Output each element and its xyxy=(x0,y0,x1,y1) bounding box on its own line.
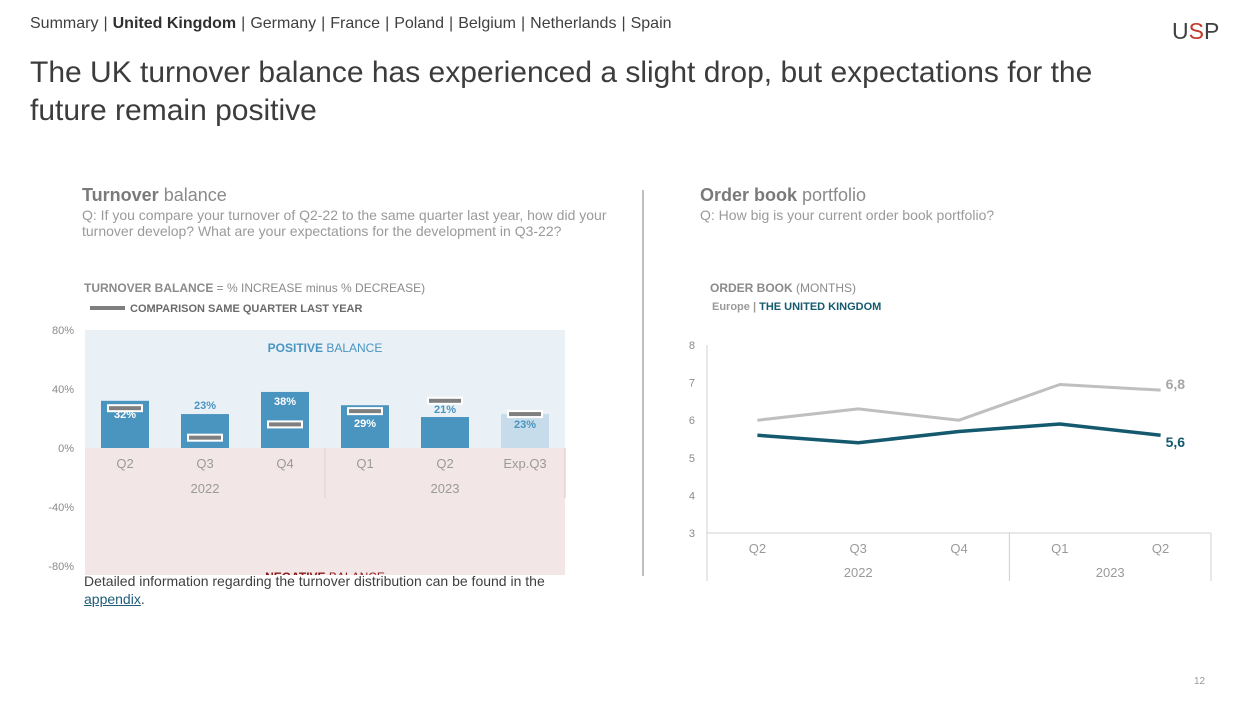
europe-line-end-label: 6,8 xyxy=(1166,376,1186,392)
page-title: The UK turnover balance has experienced … xyxy=(30,56,1093,127)
nav-separator: | xyxy=(103,15,108,32)
x-tick-label: Q1 xyxy=(1051,541,1068,556)
negative-label-rest: BALANCE xyxy=(326,570,385,575)
nav-separator: | xyxy=(241,15,246,32)
positive-balance-label: POSITIVE BALANCE xyxy=(268,341,383,355)
turnover-panel-title: Turnover balance xyxy=(82,185,227,205)
negative-label-bold: NEGATIVE xyxy=(265,570,325,575)
x-tick-label: Q3 xyxy=(196,456,213,471)
nav-tab-spain[interactable]: Spain xyxy=(630,15,672,32)
bar-expq3 xyxy=(501,414,549,448)
y-tick-label: 40% xyxy=(52,384,74,396)
bar-q3 xyxy=(181,414,229,448)
bar-q4 xyxy=(261,391,309,448)
uk-line-end-label: 5,6 xyxy=(1166,434,1186,450)
y-tick-label: -40% xyxy=(48,502,74,514)
order-book-panel-title: Order book portfolio xyxy=(700,185,867,205)
x-tick-label: Exp.Q3 xyxy=(503,456,546,471)
legend: Europe | THE UNITED KINGDOM xyxy=(712,301,881,313)
chart-title-bold: ORDER BOOK xyxy=(710,281,793,295)
chart-title-rest: = % INCREASE minus % DECREASE) xyxy=(213,281,425,295)
x-tick-label: Q4 xyxy=(950,541,967,556)
y-tick-label: 0% xyxy=(58,443,74,455)
country-nav: Summary | United Kingdom | Germany | France | Po… xyxy=(30,15,672,33)
page-number: 12 xyxy=(1194,676,1206,687)
comparison-marker xyxy=(509,412,541,417)
bar-value-label: 38% xyxy=(274,396,296,408)
chart-title-bold: TURNOVER BALANCE xyxy=(84,281,213,295)
positive-label-bold: POSITIVE xyxy=(268,341,323,355)
y-tick-label: -80% xyxy=(48,561,74,573)
nav-tab-summary[interactable]: Summary xyxy=(30,15,99,32)
comparison-marker xyxy=(349,409,381,414)
panel-divider xyxy=(642,190,644,576)
legend-comparison-label: COMPARISON SAME QUARTER LAST YEAR xyxy=(130,303,362,315)
y-tick-label: 6 xyxy=(689,415,695,427)
y-tick-label: 7 xyxy=(689,378,695,390)
x-tick-label: Q2 xyxy=(1152,541,1169,556)
bar-value-label: 23% xyxy=(194,400,216,412)
nav-tab-united-kingdom[interactable]: United Kingdom xyxy=(112,15,237,32)
bar-q2 xyxy=(421,417,469,448)
year-label-2023: 2023 xyxy=(1096,565,1125,580)
comparison-marker xyxy=(109,406,141,411)
comparison-marker xyxy=(269,422,301,427)
y-tick-label: 8 xyxy=(689,340,695,352)
x-tick-label: Q2 xyxy=(116,456,133,471)
y-tick-label: 4 xyxy=(689,490,695,502)
bar-value-label: 32% xyxy=(114,409,136,421)
bar-value-label: 21% xyxy=(434,404,456,416)
legend-europe: Europe xyxy=(712,301,750,313)
nav-tab-belgium[interactable]: Belgium xyxy=(458,15,517,32)
turnover-balance-chart: TURNOVER BALANCE = % INCREASE minus % DE… xyxy=(48,281,566,575)
year-label-2022: 2022 xyxy=(844,565,873,580)
nav-tab-france[interactable]: France xyxy=(330,15,381,32)
legend-separator: | xyxy=(750,301,759,313)
chart-title: TURNOVER BALANCE = % INCREASE minus % DE… xyxy=(84,281,425,295)
nav-separator: | xyxy=(449,15,454,32)
turnover-question: Q: If you compare your turnover of Q2-22… xyxy=(82,207,607,239)
y-tick-label: 80% xyxy=(52,325,74,337)
negative-balance-label: NEGATIVE BALANCE xyxy=(265,570,385,575)
order-book-question: Q: How big is your current order book po… xyxy=(700,207,995,223)
nav-separator: | xyxy=(321,15,326,32)
appendix-link[interactable]: appendix xyxy=(84,591,141,607)
year-label-2023: 2023 xyxy=(431,481,460,496)
nav-separator: | xyxy=(521,15,526,32)
x-tick-label: Q4 xyxy=(276,456,293,471)
usp-logo: USP xyxy=(1172,18,1220,44)
chart-title-rest: (MONTHS) xyxy=(793,281,856,295)
nav-separator: | xyxy=(621,15,626,32)
y-tick-label: 5 xyxy=(689,453,695,465)
chart-title: ORDER BOOK (MONTHS) xyxy=(710,281,856,295)
bar-value-label: 29% xyxy=(354,418,376,430)
x-tick-label: Q3 xyxy=(850,541,867,556)
y-tick-label: 3 xyxy=(689,528,695,540)
nav-tab-poland[interactable]: Poland xyxy=(394,15,445,32)
year-label-2022: 2022 xyxy=(191,481,220,496)
nav-tab-netherlands[interactable]: Netherlands xyxy=(530,15,617,32)
positive-balance-area xyxy=(85,330,565,448)
nav-tab-germany[interactable]: Germany xyxy=(250,15,317,32)
europe-line xyxy=(757,382,1161,422)
bar-value-label: 23% xyxy=(514,419,536,431)
uk-line xyxy=(757,422,1161,445)
x-tick-label: Q2 xyxy=(436,456,453,471)
legend-uk: THE UNITED KINGDOM xyxy=(759,301,881,313)
positive-label-rest: BALANCE xyxy=(323,341,382,355)
nav-separator: | xyxy=(385,15,390,32)
comparison-marker xyxy=(189,435,221,440)
x-tick-label: Q1 xyxy=(356,456,373,471)
x-tick-label: Q2 xyxy=(749,541,766,556)
comparison-marker xyxy=(429,398,461,403)
footnote: Detailed information regarding the turno… xyxy=(84,573,545,607)
order-book-chart: ORDER BOOK (MONTHS) Europe | THE UNITED K… xyxy=(689,281,1212,581)
